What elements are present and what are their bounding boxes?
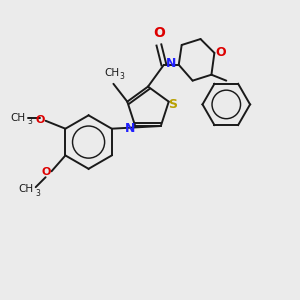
Text: N: N xyxy=(165,57,176,70)
Text: 3: 3 xyxy=(119,72,124,81)
Text: CH: CH xyxy=(105,68,120,78)
Text: O: O xyxy=(215,46,226,59)
Text: 3: 3 xyxy=(28,117,33,126)
Text: 3: 3 xyxy=(36,189,40,198)
Text: CH: CH xyxy=(11,113,26,123)
Text: O: O xyxy=(153,26,165,40)
Text: S: S xyxy=(168,98,177,111)
Text: N: N xyxy=(125,122,135,134)
Text: O: O xyxy=(35,115,45,125)
Text: CH: CH xyxy=(19,184,34,194)
Text: O: O xyxy=(41,167,50,177)
